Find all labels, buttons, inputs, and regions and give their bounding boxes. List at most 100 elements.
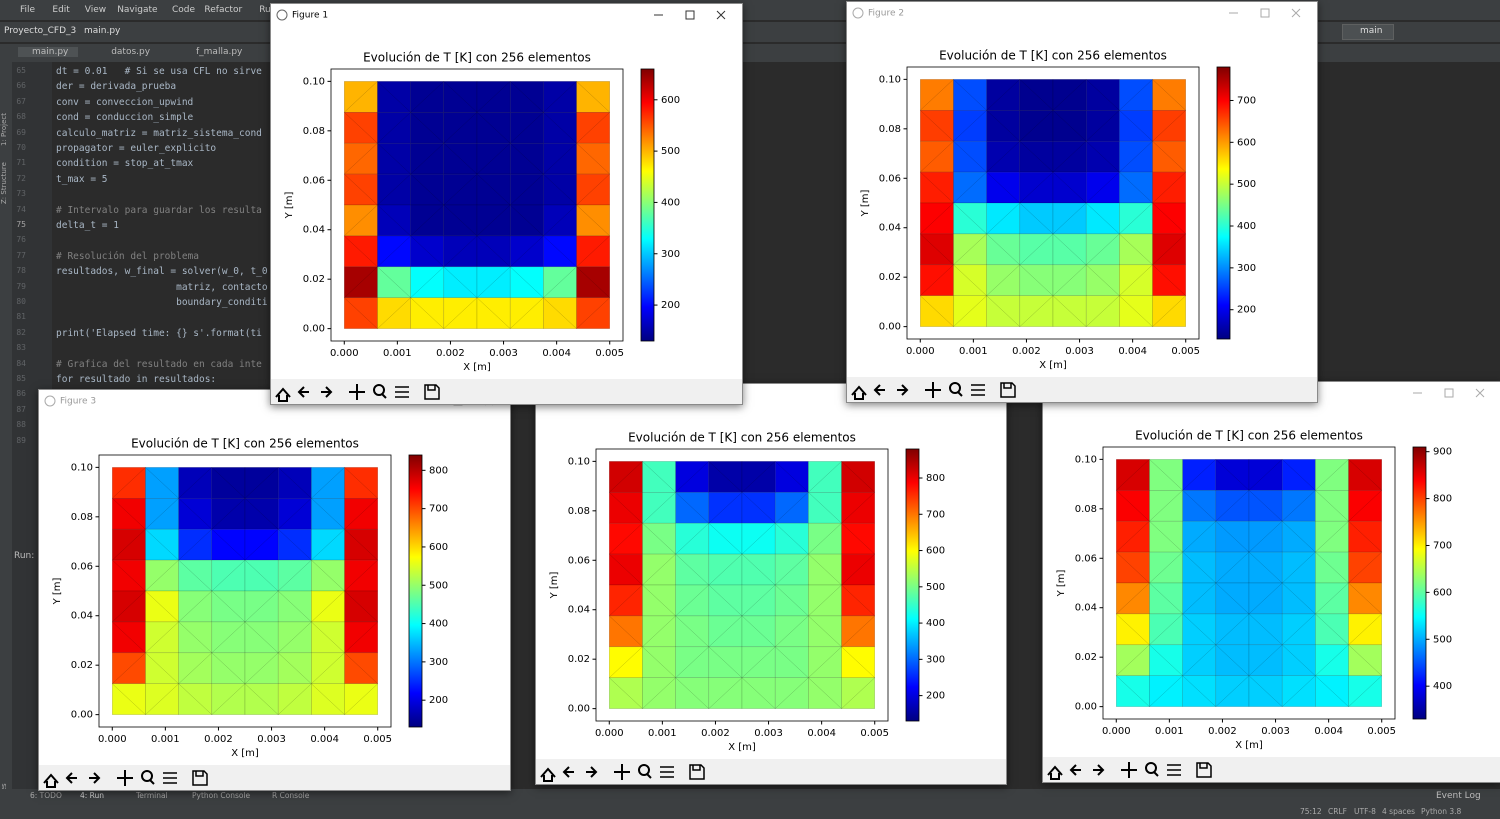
colorbar-tick-label: 200 — [1237, 305, 1256, 316]
maximize-button[interactable] — [1260, 8, 1270, 18]
mesh-edge — [1315, 490, 1349, 522]
home-button[interactable] — [43, 773, 59, 788]
status-item[interactable]: Python 3.8 — [1421, 807, 1462, 816]
close-button[interactable] — [1291, 8, 1301, 18]
zoom-button[interactable] — [638, 764, 652, 779]
back-button[interactable] — [65, 772, 77, 784]
configure-button[interactable] — [971, 384, 985, 396]
mesh-edge — [476, 173, 511, 206]
mesh-cell — [1149, 675, 1183, 707]
forward-button[interactable] — [89, 772, 101, 784]
figure-window[interactable]: Figure 2 Evolución de T [K] con 256 eleme… — [846, 1, 1318, 403]
menu-item[interactable]: Navigate — [117, 5, 158, 15]
x-tick-label: 0.005 — [860, 728, 889, 739]
side-tab[interactable]: 1: Project — [0, 113, 8, 146]
editor-tab[interactable]: datos.py — [111, 47, 151, 57]
pan-button[interactable] — [925, 382, 941, 398]
configure-button[interactable] — [660, 766, 674, 778]
status-item[interactable]: 4 spaces — [1382, 807, 1416, 816]
event-log[interactable]: Event Log — [1436, 791, 1481, 801]
back-button[interactable] — [873, 384, 885, 396]
configure-button[interactable] — [163, 772, 177, 784]
back-button[interactable] — [562, 766, 574, 778]
tool-tab[interactable]: Terminal — [136, 791, 168, 800]
mesh-cell — [986, 295, 1021, 327]
mesh-edge — [1215, 520, 1250, 553]
close-button[interactable] — [716, 10, 726, 20]
menu-item[interactable]: Code — [172, 5, 196, 15]
x-tick-label: 0.000 — [595, 728, 624, 739]
maximize-button[interactable] — [685, 10, 695, 20]
forward-button[interactable] — [586, 766, 598, 778]
figure-window[interactable]: Evolución de T [K] con 256 elementos 0.00… — [535, 383, 1007, 785]
menu-item[interactable]: Edit — [52, 5, 70, 15]
save-button[interactable] — [689, 764, 705, 780]
side-tab[interactable]: Z: Structure — [0, 162, 8, 204]
zoom-button[interactable] — [373, 384, 387, 399]
status-item[interactable]: 75:12 — [1300, 807, 1322, 816]
mesh-edge — [344, 297, 378, 329]
project-name[interactable]: Proyecto_CFD_3 — [4, 26, 77, 36]
forward-button[interactable] — [1093, 764, 1105, 776]
back-button[interactable] — [1069, 764, 1081, 776]
status-item[interactable]: UTF-8 — [1354, 807, 1376, 816]
mesh-edge — [410, 235, 444, 268]
configure-button[interactable] — [1167, 764, 1181, 776]
back-button[interactable] — [297, 386, 309, 398]
save-button[interactable] — [1196, 762, 1212, 778]
mesh-edge — [741, 461, 776, 493]
x-axis-label: X [m] — [463, 362, 491, 373]
pan-button[interactable] — [1121, 762, 1137, 778]
pan-button[interactable] — [349, 384, 365, 400]
maximize-button[interactable] — [1444, 388, 1454, 398]
mesh-edge — [576, 297, 610, 329]
breadcrumb[interactable]: main.py — [84, 26, 121, 36]
menu-item[interactable]: File — [20, 5, 36, 15]
mesh-edge — [178, 498, 212, 530]
status-item[interactable]: CRLF — [1328, 807, 1347, 816]
tool-tab[interactable]: 4: Run — [80, 791, 105, 800]
zoom-button[interactable] — [1145, 762, 1159, 777]
save-button[interactable] — [1000, 382, 1016, 398]
menu-item[interactable]: Run — [259, 5, 277, 15]
pan-button[interactable] — [117, 770, 133, 786]
tool-tab[interactable]: 6: TODO — [30, 791, 62, 800]
mesh-cell — [1149, 644, 1183, 676]
branch[interactable]: main — [1360, 26, 1383, 36]
save-button[interactable] — [424, 384, 440, 400]
zoom-button[interactable] — [141, 770, 155, 785]
y-tick-label: 0.04 — [303, 225, 325, 236]
home-button[interactable] — [275, 387, 291, 402]
home-button[interactable] — [540, 767, 556, 782]
figure-window[interactable]: Figure 1 Evolución de T [K] con 256 eleme… — [270, 3, 743, 405]
mesh-edge — [1315, 459, 1349, 491]
save-button[interactable] — [192, 770, 208, 786]
mesh-cell — [410, 235, 445, 268]
mesh-edge — [510, 81, 544, 113]
editor-tab[interactable]: f_malla.py — [196, 47, 243, 57]
mesh-edge — [1116, 459, 1150, 491]
figure-window[interactable]: Evolución de T [K] con 256 elementos 0.00… — [1042, 381, 1500, 783]
mesh-cell — [1119, 171, 1153, 204]
menu-item[interactable]: View — [84, 5, 107, 15]
forward-button[interactable] — [321, 386, 333, 398]
mesh-cell — [774, 584, 809, 617]
mesh-cell — [808, 615, 842, 648]
editor-tab[interactable]: main.py — [18, 47, 79, 57]
home-button[interactable] — [1047, 765, 1063, 780]
menu-item[interactable]: Refactor — [204, 5, 243, 15]
home-button[interactable] — [851, 385, 867, 400]
tool-tab[interactable]: R Console — [272, 791, 310, 800]
close-button[interactable] — [1475, 388, 1485, 398]
configure-button[interactable] — [395, 386, 409, 398]
pan-button[interactable] — [614, 764, 630, 780]
mesh-edge — [920, 79, 954, 111]
mesh-cell — [986, 171, 1021, 204]
mesh-edge — [609, 615, 643, 648]
figure-window[interactable]: Figure 3 Evolución de T [K] con 256 eleme… — [38, 389, 511, 791]
tool-tab[interactable]: Python Console — [192, 791, 251, 800]
forward-button[interactable] — [897, 384, 909, 396]
mesh-edge — [1086, 233, 1120, 266]
colorbar-tick-label: 900 — [1433, 447, 1452, 458]
zoom-button[interactable] — [949, 382, 963, 397]
